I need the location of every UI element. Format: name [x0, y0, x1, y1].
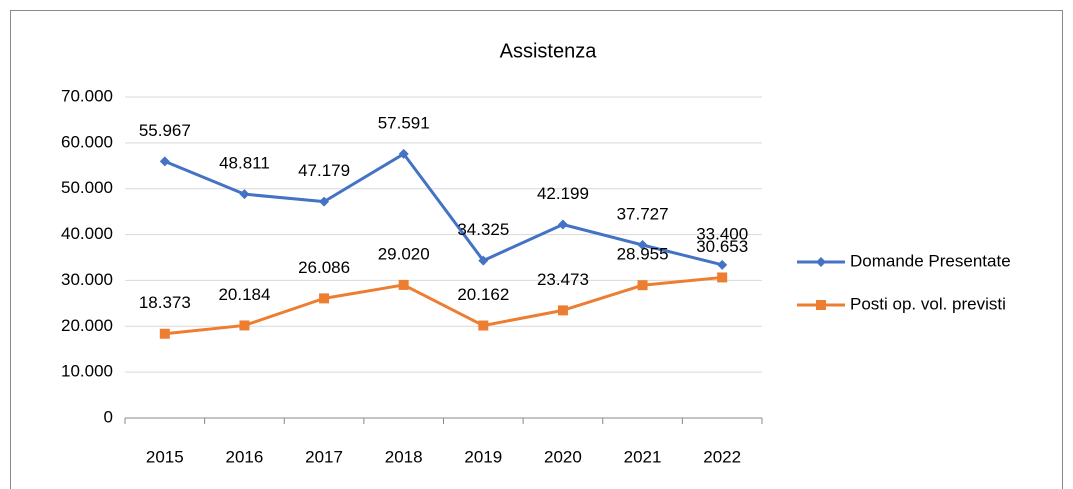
data-label: 30.653 [696, 237, 748, 256]
point-marker [159, 328, 170, 339]
data-label: 57.591 [378, 113, 430, 132]
x-tick-label: 2016 [226, 447, 264, 466]
data-label: 33.400 [696, 224, 748, 243]
chart-title: Assistenza [500, 40, 598, 62]
x-tick-label: 2019 [464, 447, 502, 466]
data-label: 47.179 [298, 161, 350, 180]
data-label: 34.325 [457, 220, 509, 239]
x-tick-label: 2021 [624, 447, 662, 466]
data-label: 26.086 [298, 258, 350, 277]
point-marker [319, 293, 330, 304]
point-marker [816, 257, 826, 267]
data-label: 20.162 [457, 285, 509, 304]
point-marker [239, 320, 250, 331]
point-marker [398, 279, 409, 290]
point-marker [398, 148, 409, 159]
y-tick-label: 50.000 [61, 178, 113, 197]
series-line [164, 275, 723, 336]
point-marker [717, 272, 728, 283]
data-label: 23.473 [537, 270, 589, 289]
x-tick-label: 2018 [385, 447, 423, 466]
y-tick-label: 60.000 [61, 132, 113, 151]
point-marker [717, 259, 728, 270]
data-label: 18.373 [139, 293, 191, 312]
point-marker [816, 300, 826, 310]
point-marker [478, 255, 489, 266]
data-label: 42.199 [537, 184, 589, 203]
data-label: 29.020 [378, 244, 430, 263]
y-tick-label: 0 [104, 407, 113, 426]
legend-label: Posti op. vol. previsti [850, 294, 1006, 313]
data-label: 37.727 [617, 204, 669, 223]
series-line [164, 152, 723, 267]
x-tick-label: 2017 [305, 447, 343, 466]
y-tick-label: 20.000 [61, 316, 113, 335]
x-tick-label: 2022 [703, 447, 741, 466]
y-tick-label: 30.000 [61, 270, 113, 289]
point-marker [637, 239, 648, 250]
data-label: 48.811 [219, 154, 270, 173]
x-tick-label: 2020 [544, 447, 582, 466]
point-marker [159, 156, 170, 167]
point-marker [478, 320, 489, 331]
chart-frame [10, 10, 1063, 489]
y-tick-label: 10.000 [61, 362, 113, 381]
point-marker [557, 305, 568, 316]
point-marker [637, 280, 648, 291]
y-tick-label: 70.000 [61, 86, 113, 105]
data-label: 20.184 [218, 285, 270, 304]
point-marker [239, 189, 250, 200]
y-tick-label: 40.000 [61, 224, 113, 243]
legend-label: Domande Presentate [850, 251, 1011, 270]
point-marker [557, 219, 568, 230]
data-label: 55.967 [139, 121, 191, 140]
data-label: 28.955 [617, 245, 669, 264]
point-marker [319, 196, 330, 207]
x-tick-label: 2015 [146, 447, 184, 466]
